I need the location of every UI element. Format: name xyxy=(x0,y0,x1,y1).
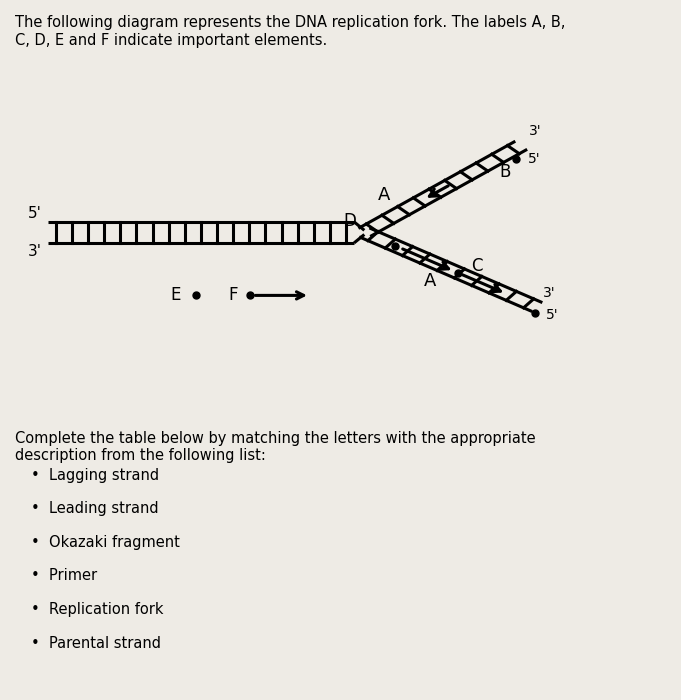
Text: description from the following list:: description from the following list: xyxy=(15,448,266,463)
Text: A: A xyxy=(378,186,391,204)
Text: •  Leading strand: • Leading strand xyxy=(31,501,158,516)
Text: Complete the table below by matching the letters with the appropriate: Complete the table below by matching the… xyxy=(15,430,536,445)
Text: F: F xyxy=(229,286,238,304)
Text: 5': 5' xyxy=(29,206,42,220)
Text: •  Lagging strand: • Lagging strand xyxy=(31,468,159,482)
Text: B: B xyxy=(499,163,511,181)
Text: A: A xyxy=(424,272,437,290)
Text: D: D xyxy=(343,211,356,230)
Text: •  Parental strand: • Parental strand xyxy=(31,636,161,650)
Text: 5': 5' xyxy=(528,152,541,166)
Text: C, D, E and F indicate important elements.: C, D, E and F indicate important element… xyxy=(15,33,328,48)
Text: 3': 3' xyxy=(28,244,42,259)
Text: 3': 3' xyxy=(543,286,555,300)
Text: 5': 5' xyxy=(546,307,558,321)
Text: C: C xyxy=(471,257,483,275)
Text: 3': 3' xyxy=(529,124,542,138)
Text: •  Primer: • Primer xyxy=(31,568,97,583)
Text: The following diagram represents the DNA replication fork. The labels A, B,: The following diagram represents the DNA… xyxy=(15,15,565,30)
Text: E: E xyxy=(170,286,180,304)
Text: •  Replication fork: • Replication fork xyxy=(31,602,163,617)
Text: •  Okazaki fragment: • Okazaki fragment xyxy=(31,535,180,550)
